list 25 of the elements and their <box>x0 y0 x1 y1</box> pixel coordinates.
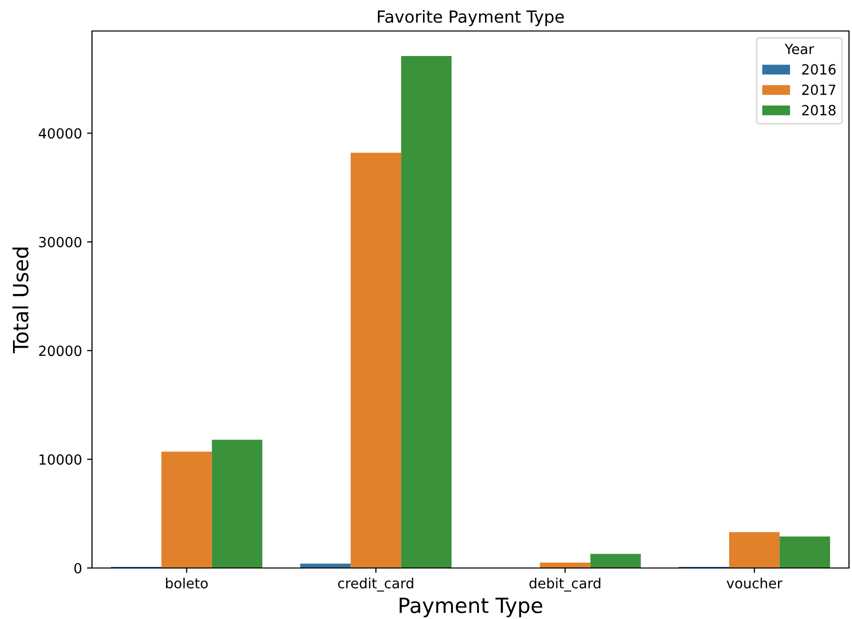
bar <box>350 152 402 568</box>
legend-label: 2018 <box>802 104 836 116</box>
legend-label: 2016 <box>802 64 836 75</box>
y-tick-label: 10000 <box>40 454 82 465</box>
y-tick-label: 40000 <box>38 128 82 139</box>
y-tick-label: 0 <box>74 562 82 574</box>
x-axis-title: Payment Type <box>400 598 542 618</box>
bar <box>212 440 262 568</box>
bar <box>401 56 452 568</box>
x-tick-label: voucher <box>726 578 782 588</box>
legend-label: 2017 <box>802 84 836 96</box>
bar <box>729 532 780 568</box>
y-tick-label: 30000 <box>39 236 82 248</box>
bar <box>540 562 590 568</box>
bar <box>300 564 351 568</box>
legend-title: Year <box>784 44 814 54</box>
y-axis-title: Total Used <box>12 248 28 354</box>
y-tick-label: 20000 <box>39 346 82 356</box>
x-tick-label: credit_card <box>338 578 414 592</box>
bar <box>590 554 641 568</box>
x-tick-label: boleto <box>166 578 208 588</box>
bar <box>780 536 830 568</box>
chart-title: Favorite Payment Type <box>378 10 564 26</box>
x-tick-label: debit_card <box>529 578 600 592</box>
bar <box>161 452 212 568</box>
